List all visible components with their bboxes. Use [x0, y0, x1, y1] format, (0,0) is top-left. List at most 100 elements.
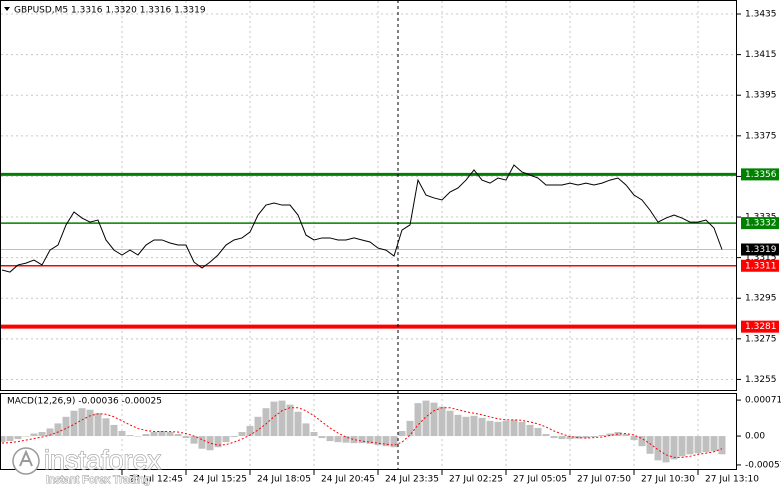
macd-bar	[350, 436, 358, 444]
macd-bar	[558, 436, 566, 440]
x-tick-label: 24 Jul 23:35	[385, 475, 439, 485]
price-level-label: 1.3311	[745, 261, 777, 271]
macd-bar	[230, 436, 238, 438]
macd-bar	[494, 421, 502, 437]
x-tick-label: 24 Jul 18:05	[257, 475, 311, 485]
menu-arrow	[4, 7, 10, 11]
macd-bar	[46, 428, 54, 437]
macd-bar	[286, 404, 294, 437]
macd-bar	[678, 436, 686, 457]
macd-bar	[334, 436, 342, 443]
macd-header: MACD(12,26,9) -0.00036 -0.00025	[7, 397, 162, 407]
macd-bar	[454, 414, 462, 437]
macd-bar	[542, 434, 550, 437]
macd-bar	[430, 402, 438, 437]
x-tick-label: 24 Jul 20:45	[321, 475, 375, 485]
macd-bar	[62, 416, 70, 437]
macd-bar	[182, 436, 190, 439]
macd-bar	[462, 416, 470, 437]
macd-bar	[294, 411, 302, 437]
macd-bar	[0, 436, 6, 443]
macd-bar	[238, 432, 246, 437]
x-tick-label: 24 Jul 12:45	[129, 475, 183, 485]
price-level-tag	[741, 320, 779, 333]
macd-bar	[326, 436, 334, 442]
macd-bar	[614, 432, 622, 437]
macd-bar	[718, 436, 726, 455]
x-tick-label: 27 Jul 10:30	[641, 475, 695, 485]
macd-bar	[6, 436, 14, 442]
macd-bar	[110, 424, 118, 437]
macd-bar	[222, 436, 230, 443]
price-level-tag	[741, 259, 779, 272]
macd-bar	[670, 436, 678, 460]
price-level-label: 1.3319	[745, 245, 777, 255]
macd-bar	[550, 436, 558, 439]
macd-bar	[390, 436, 398, 448]
macd-bar	[598, 435, 606, 437]
y-tick-label: 1.3275	[745, 334, 777, 344]
macd-bar	[366, 436, 374, 444]
macd-bar	[534, 427, 542, 437]
price-level-tag	[741, 168, 779, 181]
macd-bar	[262, 408, 270, 437]
macd-bar	[270, 401, 278, 437]
macd-bar	[710, 436, 718, 452]
macd-bar	[118, 430, 126, 437]
macd-bar	[342, 436, 350, 443]
macd-bar	[54, 423, 62, 437]
y-tick-label: 1.3255	[745, 375, 777, 385]
watermark-name: instaforex	[44, 445, 162, 475]
macd-bar	[566, 436, 574, 440]
x-tick-label: 27 Jul 07:50	[577, 475, 631, 485]
x-tick-label: 27 Jul 13:10	[705, 475, 759, 485]
macd-bar	[422, 400, 430, 437]
macd-bar	[630, 436, 638, 441]
macd-bar	[302, 423, 310, 437]
macd-bar	[622, 434, 630, 437]
macd-bar	[166, 432, 174, 437]
macd-bar	[414, 403, 422, 437]
macd-bar	[486, 420, 494, 437]
macd-bar	[134, 436, 142, 437]
macd-bar	[14, 436, 22, 440]
y-tick-label: 1.3295	[745, 294, 777, 304]
macd-bar	[22, 436, 30, 437]
macd-bar	[686, 436, 694, 455]
macd-bar	[406, 420, 414, 437]
y-tick-label: 1.3435	[745, 10, 777, 20]
price-line	[1, 164, 723, 273]
macd-bar	[102, 418, 110, 437]
macd-bar	[158, 430, 166, 437]
macd-bar	[278, 400, 286, 437]
macd-bar	[478, 417, 486, 437]
macd-bar	[70, 410, 78, 437]
watermark-tagline: Instant Forex Trading	[46, 474, 150, 486]
macd-bar	[150, 432, 158, 437]
price-level-label: 1.3281	[745, 322, 777, 332]
macd-frame	[0, 393, 737, 470]
macd-bar	[510, 419, 518, 437]
macd-bar	[374, 436, 382, 446]
macd-bar	[358, 436, 366, 444]
macd-bar	[254, 416, 262, 437]
plot	[0, 164, 737, 463]
main-frame	[0, 0, 737, 391]
macd-bar	[190, 436, 198, 444]
price-level-tag	[741, 243, 779, 256]
macd-bar	[702, 436, 710, 453]
price-level-label: 1.3356	[745, 170, 777, 180]
macd-bar	[142, 434, 150, 437]
macd-bar	[246, 425, 254, 437]
watermark: instaforex Instant Forex Trading	[12, 445, 162, 486]
macd-bar	[502, 420, 510, 437]
price-level-label: 1.3332	[745, 219, 777, 229]
macd-bar	[30, 433, 38, 437]
macd-bar	[582, 436, 590, 439]
price-level-tag	[741, 217, 779, 230]
macd-bar	[310, 432, 318, 437]
macd-bar	[198, 436, 206, 449]
y-tick-label: 1.3375	[745, 131, 777, 141]
